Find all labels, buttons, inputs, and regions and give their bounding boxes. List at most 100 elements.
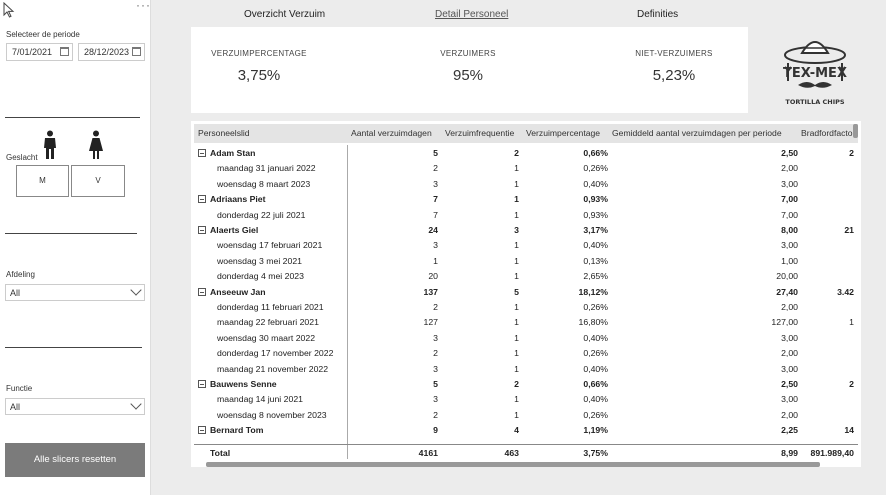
kpi-card: VERZUIMPERCENTAGE 3,75% VERZUIMERS 95% N… bbox=[191, 27, 748, 113]
cell-freq: 2 bbox=[514, 379, 519, 389]
row-name: Bauwens Senne bbox=[210, 379, 277, 389]
nav-overview[interactable]: Overzicht Verzuim bbox=[244, 9, 326, 20]
row-name: woensdag 17 februari 2021 bbox=[217, 240, 323, 251]
total-label: Total bbox=[210, 448, 231, 458]
employee-group-row[interactable]: Adam Stan 5 2 0,66% 2,50 2 bbox=[194, 146, 858, 161]
nav-definitions[interactable]: Definities bbox=[637, 9, 679, 20]
logo-text-bottom: TORTILLA CHIPS bbox=[785, 98, 844, 106]
date-from-value: 7/01/2021 bbox=[12, 47, 53, 57]
col-header-verzuimfrequentie[interactable]: Verzuimfrequentie bbox=[445, 128, 515, 138]
collapse-icon[interactable] bbox=[198, 426, 206, 435]
logo-text-top: TEX-MEX bbox=[783, 66, 847, 81]
cell-gem: 7,00 bbox=[781, 209, 798, 220]
absence-date-row[interactable]: maandag 22 februari 2021 127 1 16,80% 127,00… bbox=[194, 315, 858, 330]
function-dropdown[interactable]: All bbox=[5, 398, 145, 415]
collapse-icon[interactable] bbox=[198, 149, 206, 157]
cell-brad: 2 bbox=[849, 379, 854, 389]
employee-group-row[interactable]: Anseeuw Jan 137 5 18,12% 27,40 3.42 bbox=[194, 285, 858, 300]
row-name: maandag 14 juni 2021 bbox=[217, 394, 303, 405]
absence-date-row[interactable]: woensdag 8 maart 2023 3 1 0,40% 3,00 bbox=[194, 177, 858, 192]
cell-freq: 1 bbox=[514, 271, 519, 282]
row-name: woensdag 8 november 2023 bbox=[217, 409, 327, 420]
absence-date-row[interactable]: woensdag 17 februari 2021 3 1 0,40% 3,00 bbox=[194, 238, 858, 253]
cell-gem: 2,00 bbox=[781, 163, 798, 174]
cell-gem: 2,25 bbox=[781, 425, 798, 436]
cell-freq: 1 bbox=[514, 317, 519, 328]
cell-dagen: 24 bbox=[428, 225, 438, 235]
collapse-icon[interactable] bbox=[198, 287, 206, 296]
cell-brad: 14 bbox=[844, 425, 854, 436]
date-to-input[interactable]: 28/12/2023 bbox=[78, 43, 145, 61]
cell-gem: 3,00 bbox=[781, 178, 798, 189]
cell-dagen: 127 bbox=[423, 317, 439, 328]
gender-m-button[interactable]: M bbox=[16, 165, 69, 197]
female-icon bbox=[89, 130, 103, 159]
employee-group-row[interactable]: Bauwens Senne 5 2 0,66% 2,50 2 bbox=[194, 377, 858, 392]
cell-pct: 2,65% bbox=[583, 271, 608, 282]
cell-pct: 0,26% bbox=[583, 409, 608, 420]
cell-dagen: 3 bbox=[433, 363, 438, 374]
row-name: Bernard Tom bbox=[210, 425, 264, 436]
collapse-icon[interactable] bbox=[198, 226, 206, 234]
absence-date-row[interactable]: maandag 31 januari 2022 2 1 0,26% 2,00 bbox=[194, 161, 858, 176]
cell-dagen: 5 bbox=[433, 379, 438, 389]
col-header-verzuimpercentage[interactable]: Verzuimpercentage bbox=[526, 128, 601, 138]
cell-pct: 0,66% bbox=[583, 379, 608, 389]
cell-brad: 21 bbox=[844, 225, 854, 235]
horizontal-scrollbar[interactable] bbox=[206, 462, 820, 467]
collapse-icon[interactable] bbox=[198, 195, 206, 204]
row-name: Adriaans Piet bbox=[210, 194, 266, 205]
absence-date-row[interactable]: maandag 21 november 2022 3 1 0,40% 3,00 bbox=[194, 362, 858, 377]
absence-date-row[interactable]: donderdag 4 mei 2023 20 1 2,65% 20,00 bbox=[194, 269, 858, 284]
row-name: maandag 22 februari 2021 bbox=[217, 317, 319, 328]
cell-freq: 5 bbox=[514, 286, 519, 297]
absence-date-row[interactable]: donderdag 11 februari 2021 2 1 0,26% 2,00 bbox=[194, 300, 858, 315]
absence-date-row[interactable]: donderdag 22 juli 2021 2 1 0,26% 2,00 bbox=[194, 439, 858, 443]
absence-date-row[interactable]: donderdag 17 november 2022 2 1 0,26% 2,00 bbox=[194, 346, 858, 361]
cell-freq: 1 bbox=[514, 178, 519, 189]
kpi-label: VERZUIMPERCENTAGE bbox=[211, 49, 307, 58]
column-divider bbox=[347, 145, 348, 459]
row-name: woensdag 3 mei 2021 bbox=[217, 255, 303, 266]
absence-date-row[interactable]: woensdag 8 november 2023 2 1 0,26% 2,00 bbox=[194, 408, 858, 423]
calendar-icon[interactable] bbox=[60, 47, 69, 56]
employee-group-row[interactable]: Bernard Tom 9 4 1,19% 2,25 14 bbox=[194, 423, 858, 438]
cell-freq: 3 bbox=[514, 225, 519, 235]
table-header: Personeelslid Aantal verzuimdagen Verzui… bbox=[194, 124, 858, 143]
more-options-icon[interactable]: ··· bbox=[136, 0, 151, 12]
absence-date-row[interactable]: donderdag 22 juli 2021 7 1 0,93% 7,00 bbox=[194, 208, 858, 223]
cell-dagen: 3 bbox=[433, 332, 438, 343]
cell-dagen: 5 bbox=[433, 148, 438, 158]
col-header-bradfordfactor[interactable]: Bradfordfacto bbox=[801, 128, 853, 138]
cell-gem: 2,50 bbox=[781, 148, 798, 158]
row-name: donderdag 22 juli 2021 bbox=[217, 441, 305, 443]
cell-dagen: 3 bbox=[433, 178, 438, 189]
chevron-down-icon bbox=[130, 284, 142, 296]
nav-detail-link[interactable]: Detail Personeel bbox=[435, 9, 509, 20]
reset-slicers-button[interactable]: Alle slicers resetten bbox=[5, 443, 145, 477]
collapse-icon[interactable] bbox=[198, 380, 206, 388]
chevron-down-icon bbox=[130, 398, 142, 410]
total-dagen: 4161 bbox=[418, 448, 438, 458]
cell-dagen: 3 bbox=[433, 240, 438, 251]
absence-date-row[interactable]: woensdag 30 maart 2022 3 1 0,40% 3,00 bbox=[194, 331, 858, 346]
department-dropdown[interactable]: All bbox=[5, 284, 145, 301]
employee-group-row[interactable]: Adriaans Piet 7 1 0,93% 7,00 bbox=[194, 192, 858, 207]
col-header-personeelslid[interactable]: Personeelslid bbox=[198, 128, 250, 138]
absence-date-row[interactable]: maandag 14 juni 2021 3 1 0,40% 3,00 bbox=[194, 392, 858, 407]
cell-freq: 1 bbox=[514, 348, 519, 359]
cell-brad: 1 bbox=[849, 317, 854, 328]
calendar-icon[interactable] bbox=[132, 47, 141, 56]
col-header-aantal-verzuimdagen[interactable]: Aantal verzuimdagen bbox=[351, 128, 432, 138]
date-from-input[interactable]: 7/01/2021 bbox=[6, 43, 73, 61]
absence-date-row[interactable]: woensdag 3 mei 2021 1 1 0,13% 1,00 bbox=[194, 254, 858, 269]
gender-v-button[interactable]: V bbox=[71, 165, 125, 197]
cell-gem: 2,00 bbox=[781, 409, 798, 420]
employee-group-row[interactable]: Alaerts Giel 24 3 3,17% 8,00 21 bbox=[194, 223, 858, 238]
cell-dagen: 137 bbox=[423, 286, 439, 297]
kpi-label: NIET-VERZUIMERS bbox=[635, 49, 713, 58]
col-header-gemiddeld[interactable]: Gemiddeld aantal verzuimdagen per period… bbox=[612, 128, 782, 138]
vertical-scrollbar[interactable] bbox=[853, 124, 858, 138]
cell-pct: 0,13% bbox=[583, 255, 608, 266]
cell-gem: 3,00 bbox=[781, 332, 798, 343]
